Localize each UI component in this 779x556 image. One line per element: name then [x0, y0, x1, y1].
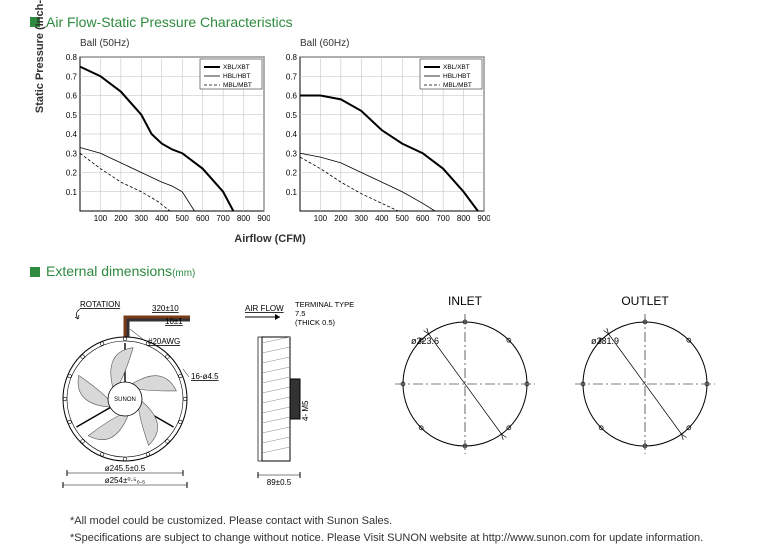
- svg-text:800: 800: [457, 214, 471, 223]
- chart-50hz: Ball (50Hz) 0.1 0.2 0.3 0.4 0.5 0.6 0.7 0.8 100 2…: [50, 38, 270, 231]
- svg-text:0.6: 0.6: [286, 92, 298, 101]
- svg-text:100: 100: [94, 214, 108, 223]
- svg-text:700: 700: [216, 214, 230, 223]
- svg-text:89±0.5: 89±0.5: [267, 478, 292, 487]
- svg-text:4- M5: 4- M5: [301, 400, 310, 421]
- svg-text:10±1: 10±1: [165, 317, 183, 326]
- section-dims-header: External dimensions(mm): [30, 263, 769, 281]
- outlet-drawing: OUTLET ø231.9: [560, 289, 730, 469]
- svg-text:320±10: 320±10: [152, 304, 179, 313]
- fan-front-drawing: ROTATION 320±10 10±1 #20AWG 16-ø4.5 SUNON ø245…: [30, 289, 230, 499]
- svg-text:ø254±⁰·⁵₀.₅: ø254±⁰·⁵₀.₅: [105, 476, 146, 485]
- svg-text:0.8: 0.8: [66, 53, 78, 62]
- svg-text:XBL/XBT: XBL/XBT: [443, 64, 470, 71]
- chart-60hz-title: Ball (60Hz): [300, 38, 490, 49]
- svg-text:OUTLET: OUTLET: [621, 294, 669, 308]
- svg-text:INLET: INLET: [448, 294, 483, 308]
- svg-text:AIR FLOW: AIR FLOW: [245, 304, 284, 313]
- svg-text:300: 300: [135, 214, 149, 223]
- svg-text:ø245.5±0.5: ø245.5±0.5: [105, 464, 146, 473]
- fan-side-drawing: AIR FLOW TERMINAL TYPE7.5(THICK 0.5) 4- M5…: [240, 289, 370, 499]
- svg-text:TERMINAL TYPE: TERMINAL TYPE: [295, 300, 354, 309]
- svg-text:400: 400: [375, 214, 389, 223]
- svg-text:0.3: 0.3: [286, 149, 298, 158]
- chart-60hz: Ball (60Hz) 0.1 0.2 0.3 0.4 0.5 0.6 0.7 0.8 100 2…: [270, 38, 490, 231]
- svg-text:0.6: 0.6: [66, 92, 78, 101]
- svg-text:0.5: 0.5: [66, 111, 78, 120]
- svg-text:0.8: 0.8: [286, 53, 298, 62]
- inlet-drawing: INLET ø223.6: [380, 289, 550, 469]
- charts-container: Static Pressure (Inch-H₂O) Ball (50Hz) 0…: [30, 38, 769, 245]
- svg-text:0.7: 0.7: [66, 72, 78, 81]
- bullet-icon: [30, 267, 40, 277]
- svg-text:0.3: 0.3: [66, 149, 78, 158]
- svg-text:MBL/MBT: MBL/MBT: [443, 82, 472, 89]
- svg-text:0.5: 0.5: [286, 111, 298, 120]
- footnote-1: *All model could be customized. Please c…: [70, 513, 769, 530]
- svg-text:0.4: 0.4: [66, 130, 78, 139]
- svg-text:#20AWG: #20AWG: [148, 337, 180, 346]
- chart-60hz-svg: 0.1 0.2 0.3 0.4 0.5 0.6 0.7 0.8 100 200 300 400 500 6…: [270, 51, 490, 231]
- svg-text:(THICK 0.5): (THICK 0.5): [295, 318, 336, 327]
- svg-text:800: 800: [237, 214, 251, 223]
- svg-text:7.5: 7.5: [295, 309, 305, 318]
- y-axis-label: Static Pressure (Inch-H₂O): [30, 38, 50, 50]
- svg-text:500: 500: [176, 214, 190, 223]
- dimensions-row: ROTATION 320±10 10±1 #20AWG 16-ø4.5 SUNON ø245…: [30, 289, 769, 499]
- svg-text:HBL/HBT: HBL/HBT: [223, 73, 250, 80]
- svg-text:300: 300: [355, 214, 369, 223]
- svg-text:ø231.9: ø231.9: [591, 336, 619, 346]
- svg-text:0.7: 0.7: [286, 72, 298, 81]
- svg-text:ROTATION: ROTATION: [80, 300, 120, 309]
- svg-text:MBL/MBT: MBL/MBT: [223, 82, 252, 89]
- chart-50hz-svg: 0.1 0.2 0.3 0.4 0.5 0.6 0.7 0.8 100 200 300 400 500 6…: [50, 51, 270, 231]
- svg-text:200: 200: [334, 214, 348, 223]
- svg-text:500: 500: [396, 214, 410, 223]
- svg-text:SUNON: SUNON: [114, 397, 136, 403]
- svg-text:0.4: 0.4: [286, 130, 298, 139]
- svg-text:XBL/XBT: XBL/XBT: [223, 64, 250, 71]
- svg-text:100: 100: [314, 214, 328, 223]
- svg-text:400: 400: [155, 214, 169, 223]
- svg-text:0.2: 0.2: [286, 169, 298, 178]
- svg-text:700: 700: [436, 214, 450, 223]
- svg-text:900: 900: [257, 214, 270, 223]
- svg-text:16-ø4.5: 16-ø4.5: [191, 372, 219, 381]
- svg-text:HBL/HBT: HBL/HBT: [443, 73, 470, 80]
- x-axis-label: Airflow (CFM): [50, 233, 490, 245]
- svg-text:0.2: 0.2: [66, 169, 78, 178]
- chart-50hz-title: Ball (50Hz): [80, 38, 270, 49]
- section-airflow-title: Air Flow-Static Pressure Characteristics: [46, 14, 293, 30]
- section-dims-title: External dimensions: [46, 263, 172, 279]
- section-airflow-header: Air Flow-Static Pressure Characteristics: [30, 14, 769, 30]
- svg-text:0.1: 0.1: [286, 188, 298, 197]
- svg-text:900: 900: [477, 214, 490, 223]
- svg-text:200: 200: [114, 214, 128, 223]
- svg-text:600: 600: [416, 214, 430, 223]
- section-dims-sub: (mm): [172, 268, 195, 279]
- svg-text:600: 600: [196, 214, 210, 223]
- svg-text:0.1: 0.1: [66, 188, 78, 197]
- svg-text:ø223.6: ø223.6: [411, 336, 439, 346]
- footnotes: *All model could be customized. Please c…: [70, 513, 769, 546]
